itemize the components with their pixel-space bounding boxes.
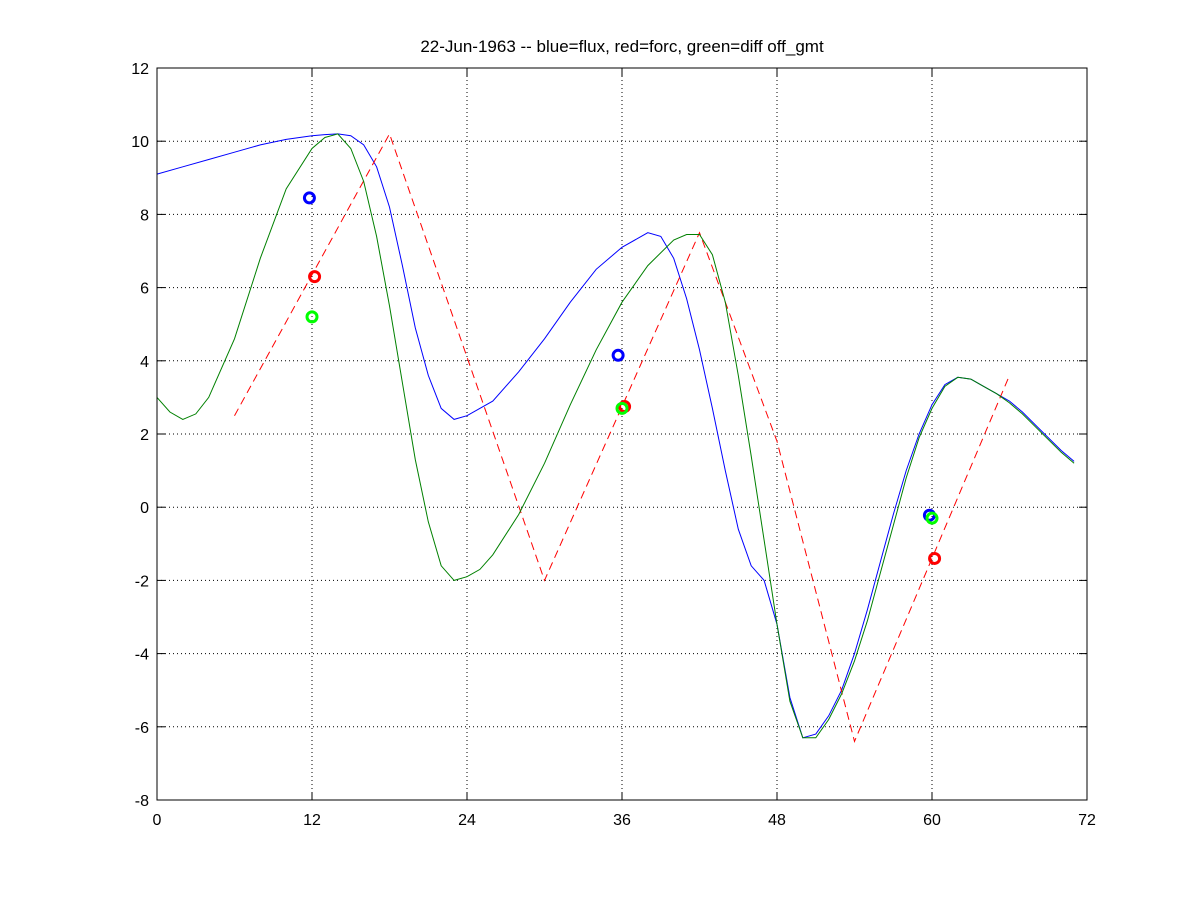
data-point-marker — [928, 551, 942, 565]
y-tick-label: 6 — [140, 281, 149, 298]
data-point-marker — [305, 310, 319, 324]
x-tick-label: 24 — [458, 812, 476, 829]
data-series — [156, 132, 1075, 743]
y-tick-label: 0 — [140, 500, 149, 517]
data-point-marker — [308, 270, 322, 284]
data-point-marker — [615, 401, 629, 415]
y-tick-label: 12 — [131, 61, 149, 78]
data-point-marker — [611, 348, 625, 362]
data-markers — [302, 191, 942, 565]
x-tick-label: 12 — [303, 812, 321, 829]
y-tick-label: -8 — [135, 793, 149, 810]
y-tick-label: 8 — [140, 207, 149, 224]
x-tick-label: 48 — [768, 812, 786, 829]
x-tick-label: 36 — [613, 812, 631, 829]
data-point-marker — [925, 511, 939, 525]
series-line — [156, 133, 1075, 739]
y-tick-label: 2 — [140, 427, 149, 444]
y-tick-label: -2 — [135, 573, 149, 590]
data-point-marker — [302, 191, 316, 205]
series-line — [234, 132, 1010, 743]
grid-lines — [157, 68, 1087, 800]
series-line — [156, 133, 1075, 739]
x-tick-label: 0 — [153, 812, 162, 829]
y-tick-label: 10 — [131, 134, 149, 151]
y-tick-label: 4 — [140, 354, 149, 371]
chart-title: 22-Jun-1963 -- blue=flux, red=forc, gree… — [420, 37, 824, 56]
x-tick-label: 60 — [923, 812, 941, 829]
y-tick-label: -4 — [135, 647, 149, 664]
y-tick-label: -6 — [135, 720, 149, 737]
x-tick-label: 72 — [1078, 812, 1096, 829]
